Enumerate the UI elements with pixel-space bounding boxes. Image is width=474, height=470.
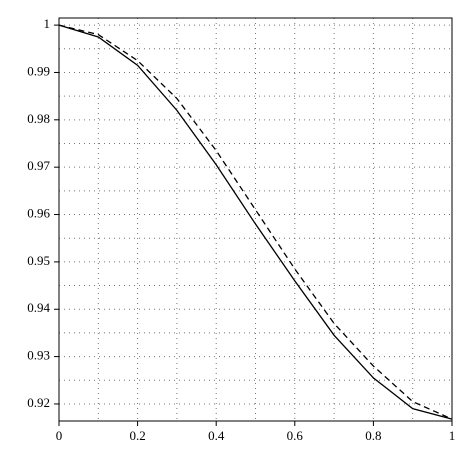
- x-tick-label: 0.2: [129, 428, 145, 443]
- y-tick-label: 1: [44, 16, 51, 31]
- plot-frame: [58, 17, 453, 422]
- y-tick-label: 0.98: [27, 111, 50, 126]
- y-tick-label: 0.96: [27, 206, 50, 221]
- y-tick-label: 0.99: [27, 63, 50, 78]
- y-tick-label: 0.95: [27, 253, 50, 268]
- y-tick-label: 0.93: [27, 348, 50, 363]
- series-line: [58, 24, 453, 420]
- y-tick-label: 0.94: [27, 300, 50, 315]
- y-tick-label: 0.92: [27, 395, 50, 410]
- x-tick-label: 0.6: [287, 428, 304, 443]
- y-tick-label: 0.97: [27, 158, 50, 173]
- series-line: [58, 24, 453, 420]
- x-tick-label: 1: [449, 428, 456, 443]
- x-tick-label: 0.4: [208, 428, 225, 443]
- x-tick-label: 0.8: [365, 428, 381, 443]
- x-tick-label: 0: [56, 428, 63, 443]
